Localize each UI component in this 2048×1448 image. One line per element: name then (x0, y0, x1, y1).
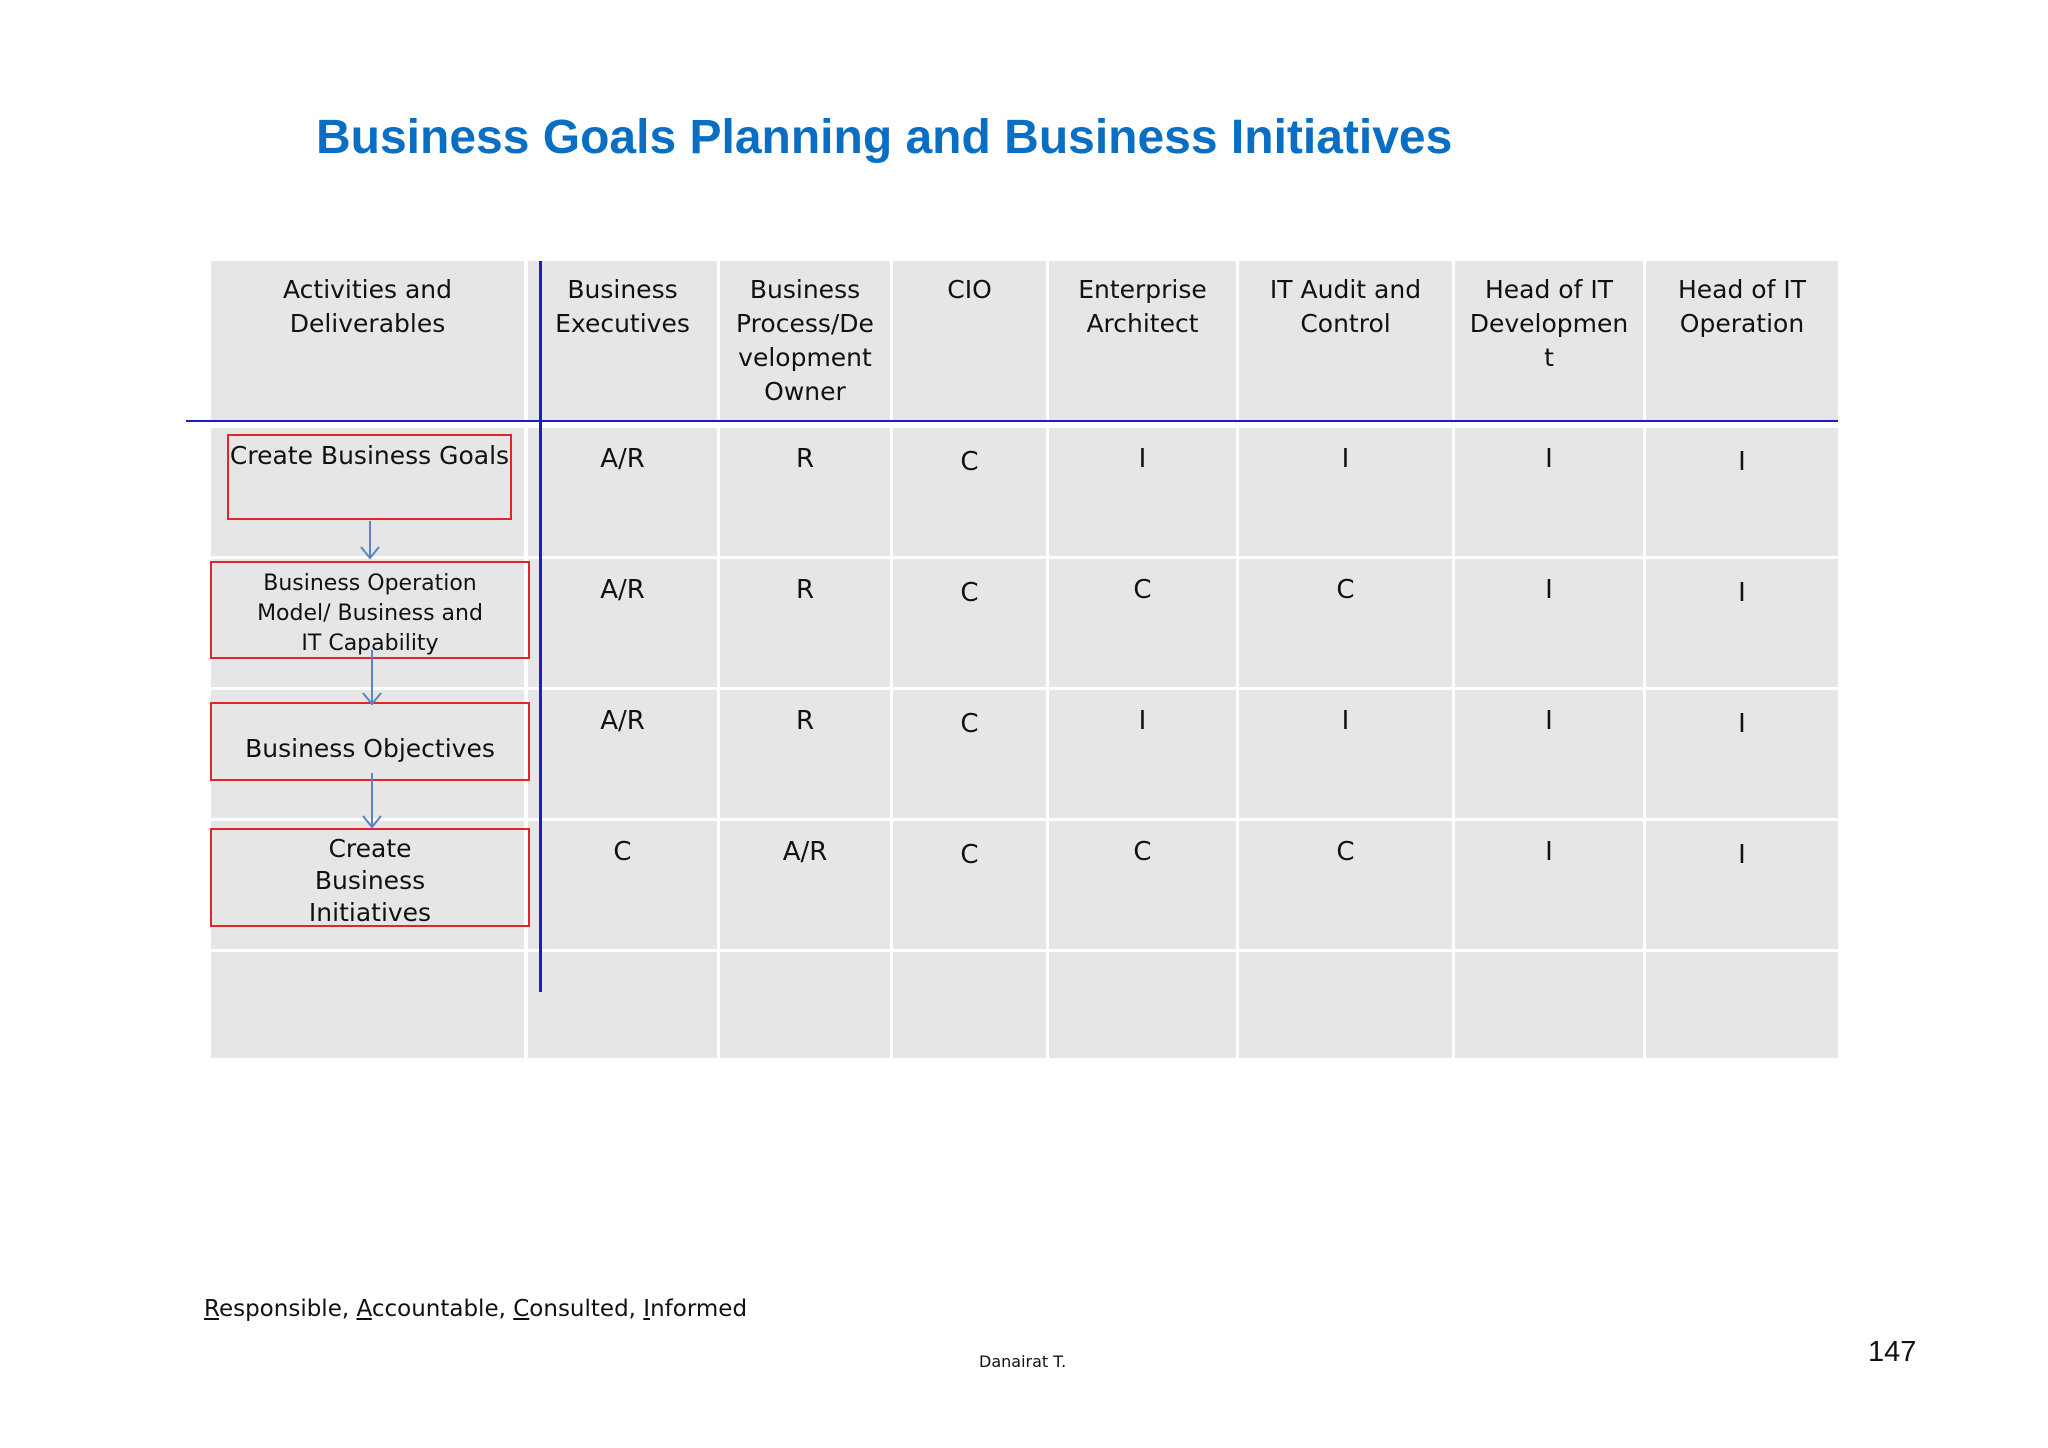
activity-cell (211, 559, 524, 687)
page-title: Business Goals Planning and Business Ini… (316, 111, 1453, 164)
raci-cell: R (720, 559, 890, 687)
column-header-head-it-development: Head of IT Developmen t (1455, 261, 1643, 421)
raci-cell: A/R (528, 559, 717, 687)
flow-arrow-head (362, 692, 382, 706)
raci-cell: C (1049, 821, 1236, 949)
raci-cell: I (1455, 559, 1643, 687)
activity-box-create-business-goals: Create Business Goals (227, 434, 512, 520)
activity-box-create-business-initiatives: Create Business Initiatives (210, 828, 530, 927)
empty-cell (720, 952, 890, 1058)
activity-label: Create Business Initiatives (308, 834, 432, 927)
raci-cell: A/R (720, 821, 890, 949)
legend-c: C (513, 1296, 530, 1322)
raci-cell: R (720, 428, 890, 556)
column-header-activities: Activities and Deliverables (211, 261, 524, 421)
raci-cell: A/R (528, 428, 717, 556)
raci-cell: I (1049, 690, 1236, 818)
activity-box-business-operation-model: Business Operation Model/ Business and I… (210, 561, 530, 659)
column-header-business-executives: Business Executives (528, 261, 717, 421)
raci-cell: C (528, 821, 717, 949)
legend-c-rest: onsulted, (529, 1296, 644, 1322)
author-name: Danairat T. (979, 1352, 1067, 1371)
activity-divider-line (539, 261, 542, 992)
empty-cell (528, 952, 717, 1058)
raci-cell: I (1646, 690, 1838, 818)
activity-cell (211, 821, 524, 949)
activity-label: Business Operation Model/ Business and I… (257, 571, 483, 656)
activity-cell (211, 690, 524, 818)
raci-cell: I (1646, 821, 1838, 949)
legend-i-rest: nformed (650, 1296, 748, 1322)
raci-cell: C (1049, 559, 1236, 687)
activity-cell (211, 428, 524, 556)
empty-cell (1049, 952, 1236, 1058)
empty-cell (893, 952, 1046, 1058)
raci-cell: C (1239, 821, 1452, 949)
raci-cell: I (1239, 690, 1452, 818)
raci-cell: A/R (528, 690, 717, 818)
raci-cell: I (1646, 428, 1838, 556)
legend-r-rest: esponsible, (218, 1296, 357, 1322)
raci-cell: C (893, 690, 1046, 818)
page-number: 147 (1868, 1336, 1917, 1368)
column-header-it-audit: IT Audit and Control (1239, 261, 1452, 421)
raci-cell: C (893, 821, 1046, 949)
column-header-process-owner: Business Process/De velopment Owner (720, 261, 890, 421)
flow-arrow-head (360, 546, 380, 560)
activity-label: Business Objectives (245, 734, 495, 763)
column-header-enterprise-architect: Enterprise Architect (1049, 261, 1236, 421)
raci-cell: I (1455, 428, 1643, 556)
raci-cell: I (1049, 428, 1236, 556)
column-header-head-it-operation: Head of IT Operation (1646, 261, 1838, 421)
raci-cell: I (1455, 821, 1643, 949)
raci-cell: R (720, 690, 890, 818)
empty-cell (1646, 952, 1838, 1058)
legend-a: A (356, 1296, 372, 1322)
raci-cell: C (893, 559, 1046, 687)
empty-cell (211, 952, 524, 1058)
raci-legend: Responsible, Accountable, Consulted, Inf… (204, 1296, 747, 1322)
activity-label: Create Business Goals (229, 441, 510, 470)
empty-cell (1455, 952, 1643, 1058)
legend-i: I (643, 1296, 651, 1322)
flow-arrow-head (362, 815, 382, 829)
raci-cell: I (1239, 428, 1452, 556)
raci-cell: C (893, 428, 1046, 556)
raci-cell: I (1646, 559, 1838, 687)
column-header-cio: CIO (893, 261, 1046, 421)
raci-cell: I (1455, 690, 1643, 818)
header-divider-line (186, 420, 1838, 422)
legend-a-rest: ccountable, (371, 1296, 514, 1322)
empty-cell (1239, 952, 1452, 1058)
raci-cell: C (1239, 559, 1452, 687)
legend-r: R (204, 1296, 219, 1322)
